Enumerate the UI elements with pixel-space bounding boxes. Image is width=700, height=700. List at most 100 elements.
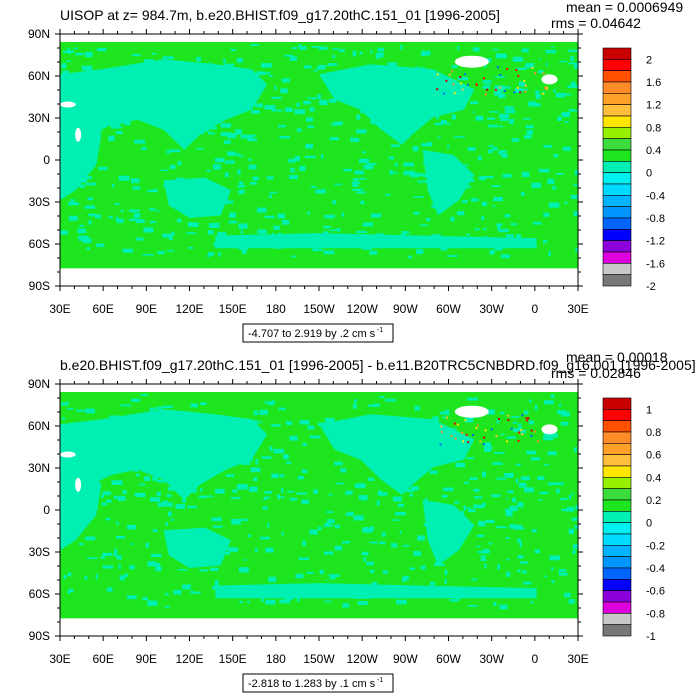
shade-speck <box>200 63 205 69</box>
shade-speck <box>520 527 525 530</box>
shade-speck <box>261 63 272 68</box>
shade-speck <box>460 185 471 189</box>
shade-speck <box>403 162 414 167</box>
extreme-speck <box>454 437 457 440</box>
shade-speck <box>520 476 530 481</box>
shade-speck <box>421 143 432 147</box>
colorbar-label: 1 <box>646 404 652 416</box>
shade-speck <box>78 235 89 241</box>
shade-speck <box>437 518 446 523</box>
x-tick-label: 0 <box>531 302 538 316</box>
shade-speck <box>307 125 314 129</box>
shade-speck <box>88 213 96 217</box>
shade-speck <box>156 479 168 483</box>
shade-speck <box>481 201 487 207</box>
shade-speck <box>447 255 458 257</box>
shade-speck <box>248 427 253 433</box>
colorbar-label: 0.8 <box>646 122 661 134</box>
shade-speck <box>84 575 88 580</box>
colorbar-label: -0.8 <box>646 608 665 620</box>
shade-speck <box>372 120 382 125</box>
shade-speck <box>413 211 420 215</box>
shade-speck <box>317 526 322 530</box>
shade-speck <box>144 59 154 63</box>
shade-speck <box>484 64 487 68</box>
colorbar-swatch <box>602 195 632 207</box>
shade-speck <box>360 108 364 114</box>
shade-speck <box>550 394 555 399</box>
colorbar-label: -0.6 <box>646 586 665 598</box>
shade-speck <box>474 228 480 231</box>
shade-speck <box>467 147 476 151</box>
land-region <box>422 499 475 566</box>
shade-speck <box>414 426 422 429</box>
shade-speck <box>145 542 149 548</box>
shade-speck <box>269 191 278 194</box>
shade-speck <box>69 498 78 500</box>
shade-speck <box>358 495 368 500</box>
extreme-speck <box>459 76 462 79</box>
shade-speck <box>389 479 393 482</box>
colorbar-label: -1.6 <box>646 258 665 270</box>
shade-speck <box>299 165 306 171</box>
shade-speck <box>538 58 541 60</box>
shade-speck <box>313 489 318 494</box>
shade-speck <box>194 418 202 423</box>
shade-speck <box>315 189 326 194</box>
x-tick-label: 60E <box>92 652 113 666</box>
shade-speck <box>558 572 568 576</box>
x-tick-label: 150W <box>303 302 335 316</box>
shade-speck <box>164 413 174 419</box>
shade-speck <box>414 405 420 411</box>
shade-speck <box>482 502 486 507</box>
shade-speck <box>560 421 569 426</box>
shade-speck <box>289 56 297 61</box>
shade-speck <box>524 135 532 139</box>
shade-speck <box>199 530 208 532</box>
shade-speck <box>255 459 259 465</box>
shade-speck <box>65 60 71 62</box>
shade-speck <box>235 426 240 432</box>
shade-speck <box>322 231 329 234</box>
shade-speck <box>467 397 478 401</box>
shade-speck <box>487 445 493 451</box>
shade-speck <box>525 125 534 129</box>
shade-speck <box>506 497 509 500</box>
shade-speck <box>518 423 522 429</box>
missing-arctic-patch <box>541 74 558 85</box>
shade-speck <box>250 44 259 46</box>
shade-speck <box>573 211 578 217</box>
shade-speck <box>306 117 313 122</box>
shade-speck <box>229 212 236 218</box>
shade-speck <box>120 209 124 213</box>
shade-speck <box>112 184 115 188</box>
shade-speck <box>208 111 213 117</box>
shade-speck <box>77 442 82 444</box>
shade-speck <box>522 570 527 574</box>
y-tick-label: 30N <box>28 461 50 475</box>
x-tick-label: 60W <box>436 652 461 666</box>
y-tick-label: 60N <box>28 419 50 433</box>
shade-speck <box>500 433 505 436</box>
shade-speck <box>489 144 493 148</box>
shade-speck <box>413 551 421 556</box>
shade-speck <box>186 232 197 234</box>
shade-speck <box>190 403 198 408</box>
shade-speck <box>560 497 568 501</box>
shade-speck <box>396 422 399 427</box>
shade-speck <box>502 173 512 178</box>
extreme-speck <box>516 86 519 89</box>
shade-speck <box>568 62 578 65</box>
shade-speck <box>334 122 341 125</box>
shade-speck <box>392 496 402 502</box>
shade-speck <box>207 459 214 463</box>
colorbar-swatch <box>602 443 632 455</box>
shade-speck <box>492 205 496 207</box>
shade-speck <box>343 168 353 172</box>
shade-speck <box>557 116 562 121</box>
y-tick-label: 60N <box>28 69 50 83</box>
shade-speck <box>200 488 203 492</box>
colorbar-label: 0 <box>646 518 652 530</box>
shade-speck <box>517 555 524 559</box>
shade-speck <box>352 50 357 57</box>
